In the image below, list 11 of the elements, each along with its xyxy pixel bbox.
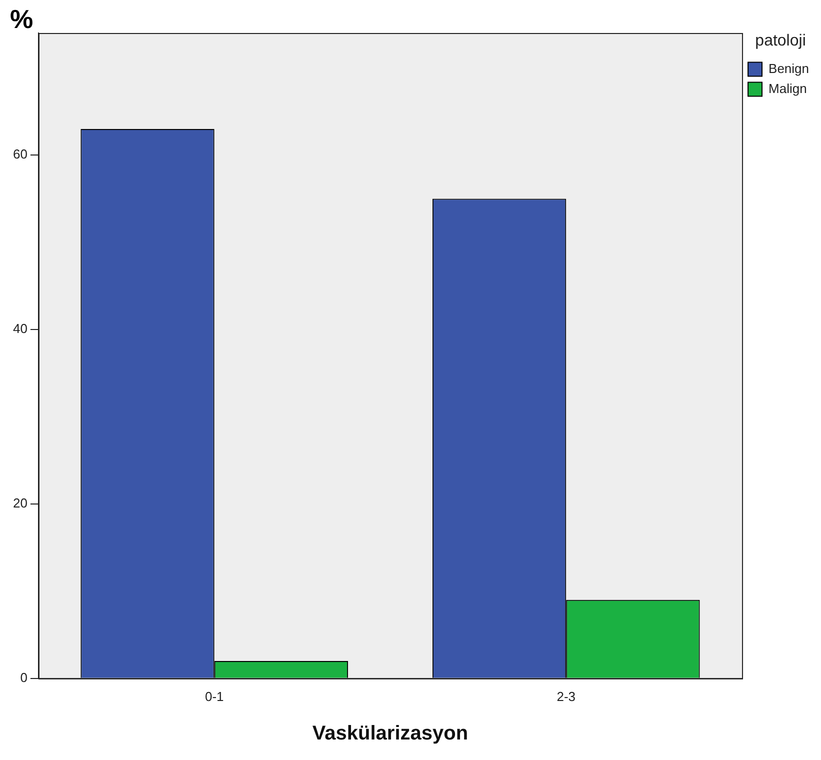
y-tick-label: 40 bbox=[12, 321, 28, 336]
x-tick-label: 2-3 bbox=[556, 688, 576, 704]
x-axis-title: Vaskülarizasyon bbox=[312, 722, 468, 745]
x-tick-label: 0-1 bbox=[204, 688, 224, 704]
legend-title: patoloji bbox=[755, 32, 806, 50]
legend-label: Malign bbox=[768, 80, 807, 96]
legend-label: Benign bbox=[768, 60, 810, 76]
y-tick-label: 0 bbox=[20, 670, 28, 685]
y-tick-label: 20 bbox=[12, 496, 28, 511]
y-axis-title: % bbox=[10, 4, 34, 35]
y-tick-label: 60 bbox=[12, 146, 28, 162]
